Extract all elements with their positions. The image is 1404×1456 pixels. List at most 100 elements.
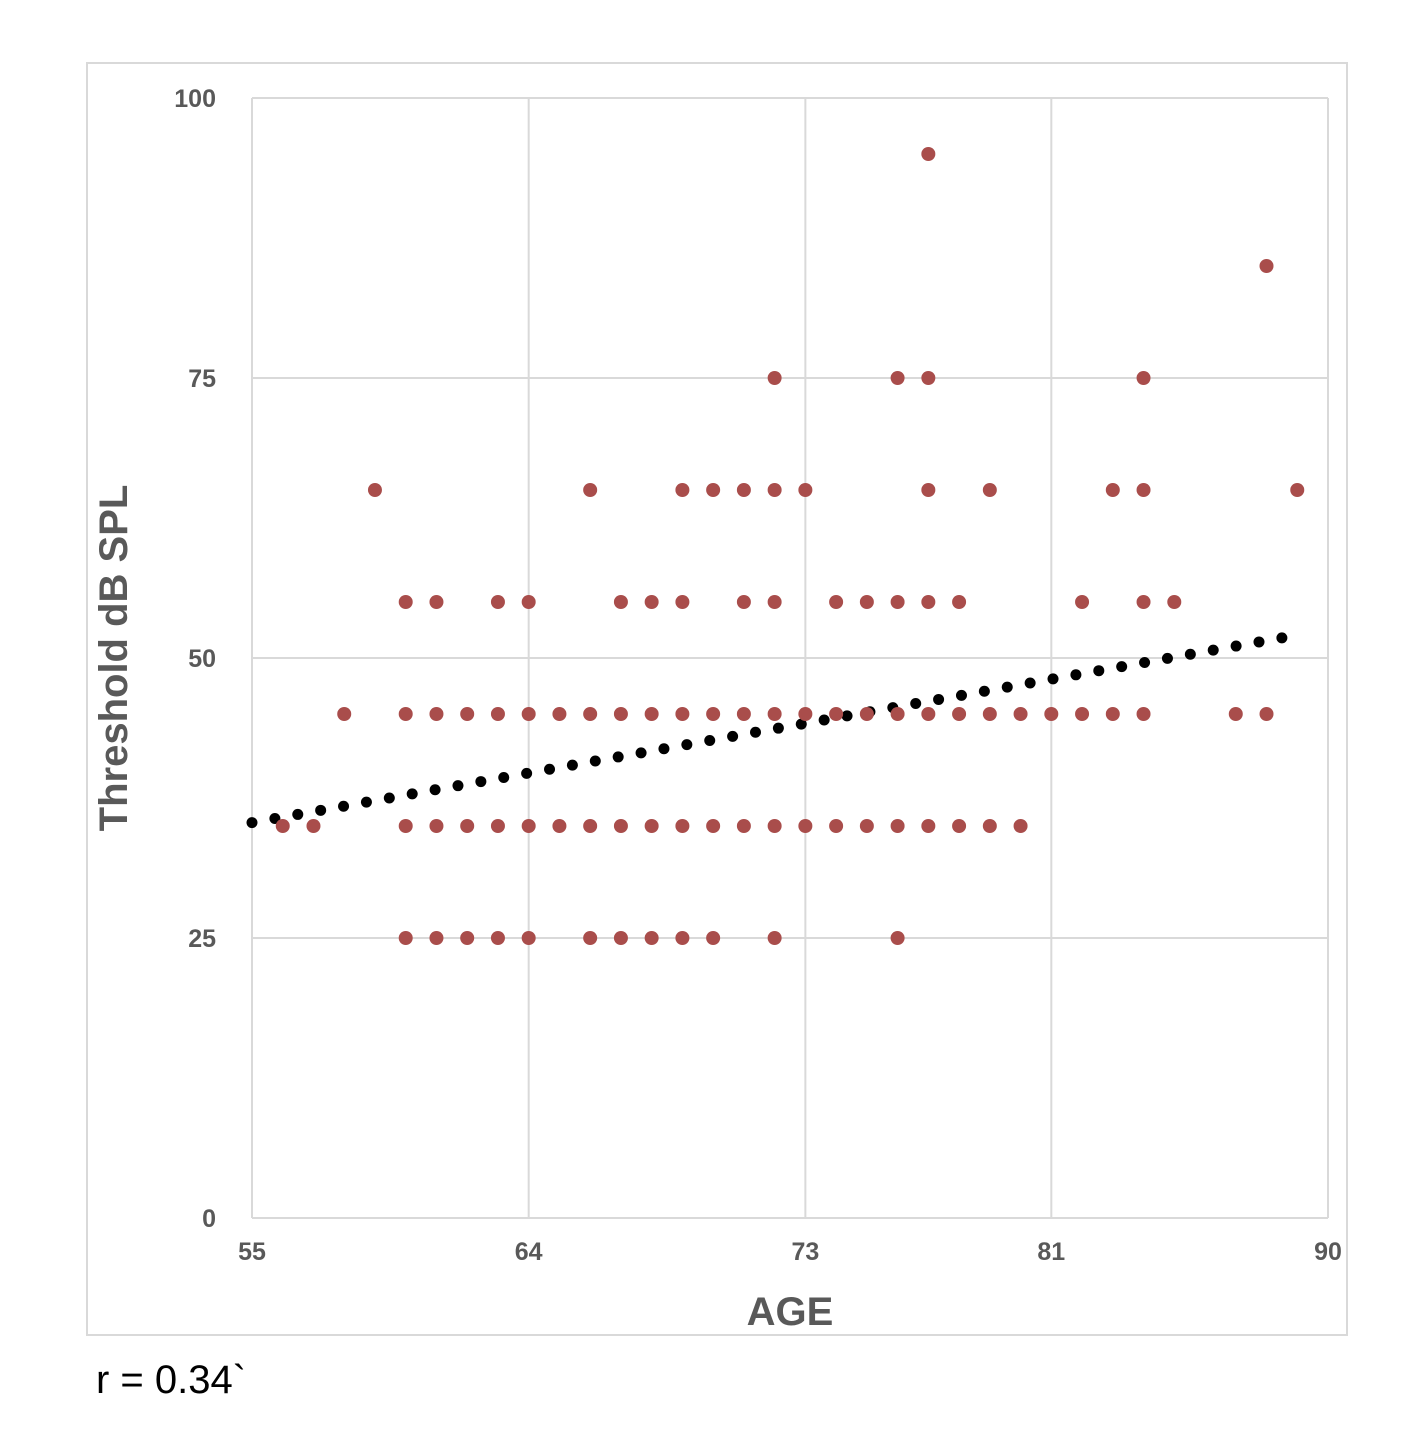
data-point: [952, 819, 967, 833]
data-point: [798, 819, 813, 833]
x-tick-label: 64: [515, 1238, 543, 1266]
data-point: [1136, 707, 1151, 721]
x-tick-labels: 55 64 73 81 90: [238, 1238, 1342, 1266]
data-point: [1290, 483, 1305, 497]
x-tick-label: 55: [238, 1238, 266, 1266]
trendline-dot: [955, 689, 967, 701]
y-tick-label: 100: [174, 85, 216, 113]
data-point: [767, 819, 782, 833]
data-point: [1136, 483, 1151, 497]
trendline-dot: [1253, 636, 1265, 648]
trendline-dot: [1116, 661, 1128, 673]
trendline-dot: [566, 759, 578, 771]
trendline-dot: [1001, 681, 1013, 693]
trendline-dot: [383, 792, 395, 804]
data-point: [921, 371, 936, 385]
trendline-dot: [727, 730, 739, 742]
data-point: [1105, 707, 1120, 721]
data-point: [921, 147, 936, 161]
data-point: [706, 707, 721, 721]
chart-frame: [86, 62, 1348, 1336]
data-point: [675, 931, 690, 945]
data-point: [398, 707, 413, 721]
trendline-dot: [1184, 648, 1196, 660]
trendline-dot: [589, 755, 601, 767]
trendline: [246, 632, 1288, 829]
data-point: [337, 707, 352, 721]
data-point: [398, 931, 413, 945]
data-point: [583, 707, 598, 721]
trendline-dot: [1161, 652, 1173, 664]
data-point: [675, 707, 690, 721]
trendline-dot: [681, 739, 693, 751]
data-point: [829, 707, 844, 721]
data-point: [706, 931, 721, 945]
data-point: [429, 595, 444, 609]
data-point: [1136, 595, 1151, 609]
data-point: [583, 931, 598, 945]
data-point: [490, 707, 505, 721]
data-point: [398, 595, 413, 609]
data-point: [1075, 707, 1090, 721]
data-point: [521, 819, 536, 833]
trendline-dot: [1024, 677, 1036, 689]
data-point: [275, 819, 290, 833]
data-point: [644, 595, 659, 609]
x-tick-label: 73: [791, 1238, 819, 1266]
data-point: [429, 819, 444, 833]
correlation-note: r = 0.34`: [96, 1358, 247, 1402]
trendline-dot: [246, 817, 258, 829]
data-point: [367, 483, 382, 497]
data-point: [1013, 819, 1028, 833]
data-point: [706, 483, 721, 497]
trendline-dot: [635, 747, 647, 759]
data-point: [306, 819, 321, 833]
data-point: [921, 483, 936, 497]
trendline-dot: [429, 784, 441, 796]
data-point: [890, 931, 905, 945]
data-point: [429, 707, 444, 721]
y-tick-label: 0: [202, 1205, 216, 1233]
trendline-dot: [612, 751, 624, 763]
trendline-dot: [406, 788, 418, 800]
data-point: [521, 931, 536, 945]
data-point: [890, 819, 905, 833]
data-point: [613, 595, 628, 609]
trendline-dot: [338, 800, 350, 812]
y-tick-labels: 0 25 50 75 100: [174, 85, 216, 1233]
data-point: [890, 707, 905, 721]
data-point: [1075, 595, 1090, 609]
data-point: [829, 595, 844, 609]
trendline-dot: [452, 780, 464, 792]
data-point: [460, 931, 475, 945]
trendline-dot: [315, 804, 327, 816]
x-tick-label: 81: [1037, 1238, 1065, 1266]
trendline-dot: [1207, 644, 1219, 656]
trendline-dot: [910, 698, 922, 710]
data-point: [952, 595, 967, 609]
data-point: [583, 483, 598, 497]
data-point: [1105, 483, 1120, 497]
data-point: [982, 819, 997, 833]
data-point: [859, 819, 874, 833]
data-point: [552, 707, 567, 721]
data-point: [490, 819, 505, 833]
data-point: [767, 371, 782, 385]
data-point: [429, 931, 444, 945]
data-point: [952, 707, 967, 721]
data-point: [982, 483, 997, 497]
trendline-dot: [498, 771, 510, 783]
trendline-dot: [1139, 656, 1151, 668]
data-point: [736, 483, 751, 497]
y-tick-label: 50: [188, 645, 216, 673]
trendline-dot: [1230, 640, 1242, 652]
trendline-dot: [521, 767, 533, 779]
y-tick-label: 75: [188, 365, 216, 393]
data-point: [1259, 707, 1274, 721]
data-point: [521, 595, 536, 609]
data-point: [644, 707, 659, 721]
trendline-dot: [292, 808, 304, 820]
data-point: [890, 371, 905, 385]
data-point: [675, 819, 690, 833]
data-point: [1044, 707, 1059, 721]
